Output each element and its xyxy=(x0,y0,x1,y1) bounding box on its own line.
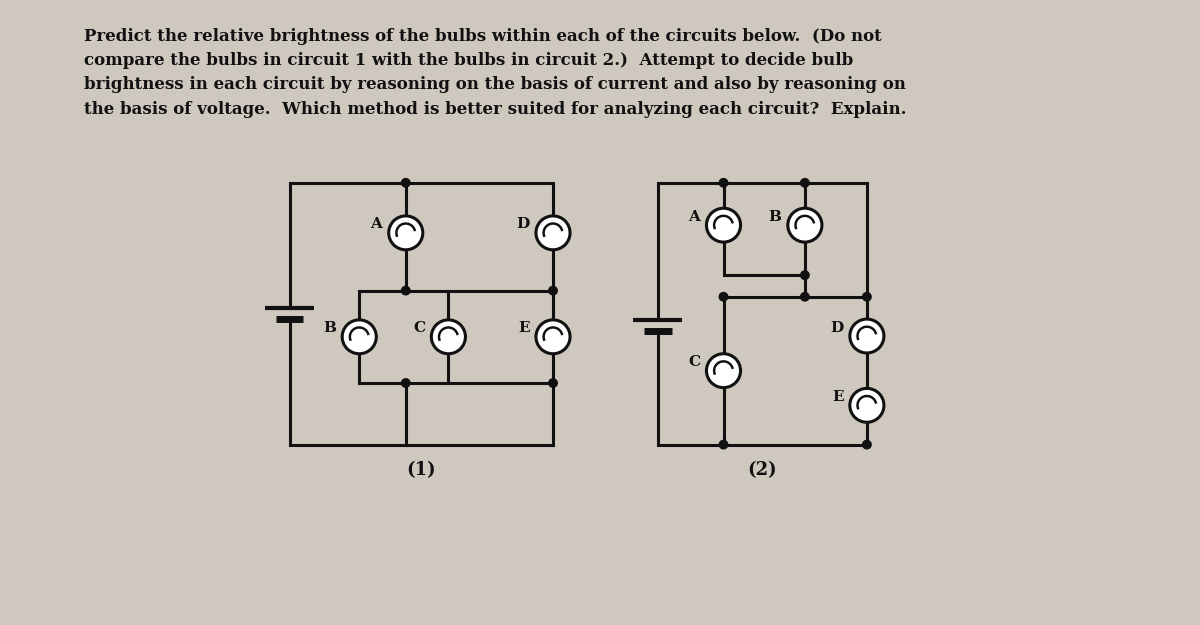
Text: Predict the relative brightness of the bulbs within each of the circuits below. : Predict the relative brightness of the b… xyxy=(84,28,906,118)
Circle shape xyxy=(719,292,727,301)
Text: C: C xyxy=(413,321,425,336)
Circle shape xyxy=(536,320,570,354)
Circle shape xyxy=(402,179,410,187)
Circle shape xyxy=(707,354,740,388)
Circle shape xyxy=(402,286,410,295)
Text: E: E xyxy=(832,390,844,404)
Circle shape xyxy=(850,388,884,422)
Circle shape xyxy=(431,320,466,354)
Text: (1): (1) xyxy=(407,461,436,479)
Circle shape xyxy=(402,379,410,388)
Circle shape xyxy=(548,286,557,295)
Circle shape xyxy=(863,292,871,301)
Circle shape xyxy=(800,292,809,301)
Text: A: A xyxy=(371,217,383,231)
Circle shape xyxy=(719,179,727,187)
Circle shape xyxy=(788,208,822,242)
Text: D: D xyxy=(516,217,529,231)
Text: (2): (2) xyxy=(748,461,778,479)
Text: E: E xyxy=(518,321,529,336)
Text: D: D xyxy=(830,321,844,334)
Circle shape xyxy=(800,179,809,187)
Circle shape xyxy=(342,320,377,354)
Text: B: B xyxy=(323,321,336,336)
Circle shape xyxy=(863,441,871,449)
Text: C: C xyxy=(688,355,701,369)
Circle shape xyxy=(389,216,422,250)
Circle shape xyxy=(707,208,740,242)
Text: A: A xyxy=(689,209,701,224)
Circle shape xyxy=(850,319,884,353)
Circle shape xyxy=(548,379,557,388)
Circle shape xyxy=(536,216,570,250)
Text: B: B xyxy=(769,209,781,224)
Circle shape xyxy=(800,271,809,279)
Circle shape xyxy=(719,441,727,449)
